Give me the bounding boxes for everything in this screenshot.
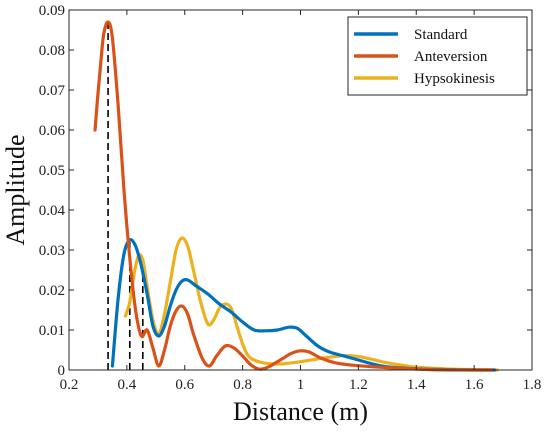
legend: Standard Anteversion Hypsokinesis bbox=[347, 16, 528, 96]
y-tick-label: 0.09 bbox=[39, 3, 65, 19]
x-tick-label: 1.4 bbox=[407, 377, 426, 393]
y-tick-label: 0.06 bbox=[39, 123, 66, 139]
x-axis-label: Distance (m) bbox=[233, 397, 368, 426]
y-tick-label: 0.02 bbox=[39, 283, 65, 299]
y-tick-label: 0.04 bbox=[39, 203, 66, 219]
y-tick-label: 0 bbox=[58, 363, 66, 379]
y-tick-label: 0.03 bbox=[39, 243, 65, 259]
x-tick-label: 0.8 bbox=[233, 377, 252, 393]
y-tick-label: 0.07 bbox=[39, 83, 66, 99]
x-tick-label: 0.6 bbox=[175, 377, 194, 393]
y-tick-label: 0.05 bbox=[39, 163, 65, 179]
series-line-anteversion bbox=[93, 20, 494, 372]
x-tick-label: 1 bbox=[297, 377, 305, 393]
x-tick-label: 0.4 bbox=[118, 377, 137, 393]
series-layer bbox=[93, 20, 499, 372]
legend-label: Hypsokinesis bbox=[414, 71, 495, 87]
y-axis-label: Amplitude bbox=[1, 134, 30, 245]
x-tick-label: 1.8 bbox=[523, 377, 542, 393]
x-tick-label: 1.6 bbox=[465, 377, 484, 393]
series-line-standard bbox=[110, 238, 496, 372]
x-axis: 0.2 0.4 0.6 0.8 1 1.2 1.4 1.6 1.8 bbox=[60, 10, 542, 393]
legend-label: Anteversion bbox=[414, 49, 488, 65]
y-tick-label: 0.01 bbox=[39, 323, 65, 339]
x-tick-label: 1.2 bbox=[349, 377, 368, 393]
x-tick-label: 0.2 bbox=[60, 377, 79, 393]
y-axis: 0 0.01 0.02 0.03 0.04 0.05 0.06 0.07 0.08 0.09 bbox=[39, 3, 532, 379]
y-tick-label: 0.08 bbox=[39, 43, 65, 59]
legend-label: Standard bbox=[414, 27, 468, 43]
